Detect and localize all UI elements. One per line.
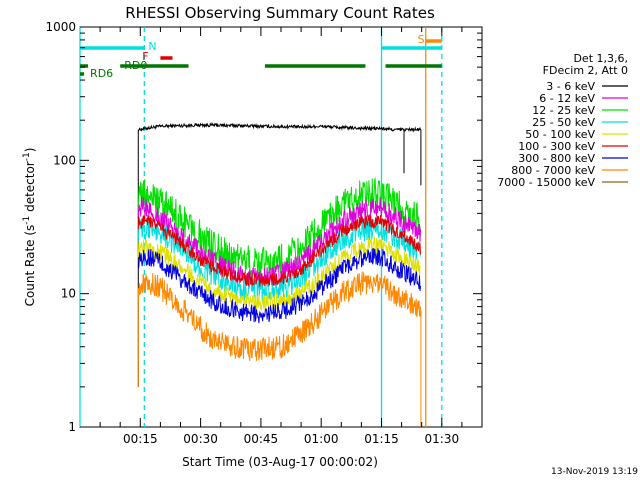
chart-title: RHESSI Observing Summary Count Rates — [125, 4, 435, 22]
series-line — [137, 214, 421, 288]
series-line — [137, 248, 421, 324]
flag-label: RD6 — [90, 67, 113, 80]
vertical-markers — [79, 27, 443, 427]
x-tick-label: 00:45 — [244, 432, 279, 446]
y-tick-label: 10 — [61, 287, 76, 301]
flag-label: S — [418, 33, 425, 46]
x-tick-label: 00:30 — [183, 432, 218, 446]
y-tick-label: 100 — [53, 153, 76, 167]
footer-timestamp: 13-Nov-2019 13:19 — [551, 467, 638, 477]
x-tick-label: 01:15 — [364, 432, 399, 446]
legend-header: Det 1,3,6, — [573, 52, 628, 65]
y-tick-label: 1 — [68, 420, 76, 434]
legend-entry-label: 7000 - 15000 keV — [497, 176, 595, 189]
x-axis-label: Start Time (03-Aug-17 00:00:02) — [182, 455, 378, 469]
series-line — [137, 122, 421, 133]
legend-header: FDecim 2, Att 0 — [543, 64, 628, 77]
series-lines — [137, 122, 422, 427]
series-line — [137, 235, 421, 312]
flag-label: F — [142, 50, 148, 63]
flag-label: N — [148, 40, 156, 53]
legend-entry-label: 100 - 300 keV — [518, 140, 595, 153]
x-axis-ticks: 00:15 00:30 00:45 01:00 01:15 01:30 — [99, 27, 463, 446]
y-axis-ticks: 1 10 100 1000 — [45, 20, 482, 434]
flag-label: RD0 — [124, 59, 147, 72]
y-axis-label: Count Rate (s-1 detector-1) — [22, 148, 37, 307]
legend-entry-label: 25 - 50 keV — [532, 116, 595, 129]
y-axis-label-sup2: -1 — [22, 152, 32, 161]
y-axis-label-head: Count Rate (s — [23, 225, 37, 307]
x-tick-label: 00:15 — [123, 432, 158, 446]
flag-bars: NF S RD0 RD6 — [80, 33, 442, 80]
legend-entry-label: 800 - 7000 keV — [511, 164, 595, 177]
y-tick-label: 1000 — [45, 20, 76, 34]
x-tick-label: 01:30 — [425, 432, 460, 446]
y-axis-label-end: ) — [23, 148, 37, 153]
y-axis-label-tail: detector — [23, 161, 37, 216]
y-axis-label-sup: -1 — [22, 216, 32, 225]
legend-entry-label: 50 - 100 keV — [525, 128, 595, 141]
x-tick-label: 01:00 — [304, 432, 339, 446]
legend-entry-label: 6 - 12 keV — [539, 92, 595, 105]
legend-entry-label: 300 - 800 keV — [518, 152, 595, 165]
legend-entry-label: 3 - 6 keV — [546, 80, 595, 93]
legend-entry-label: 12 - 25 keV — [532, 104, 595, 117]
series-line — [137, 271, 421, 361]
